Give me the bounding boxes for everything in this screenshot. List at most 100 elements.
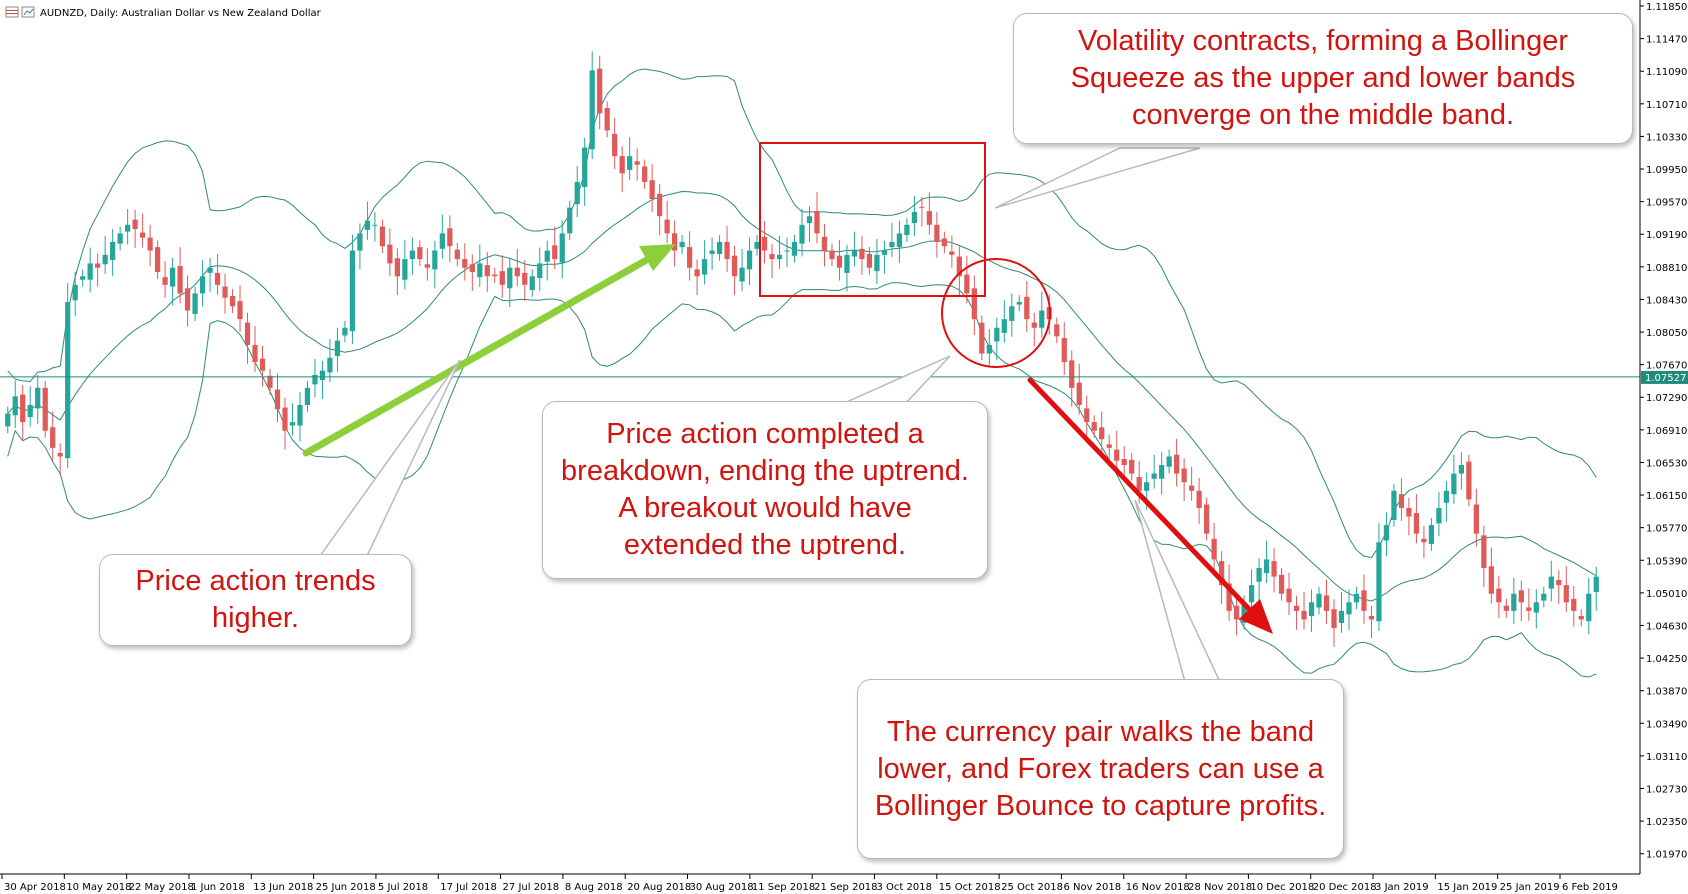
candle-body	[1361, 590, 1367, 611]
current-price-tag	[1641, 370, 1688, 384]
candle-body	[514, 267, 520, 277]
candle-body	[642, 166, 648, 182]
candle-body	[1039, 310, 1045, 328]
candle-body	[657, 193, 663, 217]
candle-body	[746, 250, 753, 270]
x-tick-label: 6 Feb 2019	[1562, 882, 1618, 893]
candle-body	[95, 263, 101, 268]
candle-body	[349, 250, 356, 332]
y-tick-label: 1.08810	[1646, 263, 1687, 274]
y-tick-label: 1.09950	[1646, 165, 1687, 176]
y-tick-label: 1.05390	[1646, 556, 1687, 567]
candle-body	[1338, 610, 1345, 623]
candle-body	[1054, 324, 1060, 337]
candle-body	[20, 394, 26, 423]
candle-body	[1473, 504, 1479, 534]
candle-body	[5, 413, 11, 427]
candle-body	[424, 264, 430, 268]
candle-body	[574, 181, 580, 205]
candle-body	[844, 254, 850, 273]
candle-body	[1586, 593, 1592, 622]
title-bar: AUDNZD, Daily: Australian Dollar vs New …	[5, 6, 322, 19]
x-tick-label: 5 Jul 2018	[378, 882, 428, 893]
candle-body	[110, 241, 116, 260]
candle-body	[1466, 461, 1472, 500]
candle-body	[559, 233, 565, 263]
candle-body	[1106, 444, 1112, 448]
candle-body	[229, 296, 236, 307]
candle-body	[1316, 593, 1322, 608]
candle-body	[417, 247, 423, 260]
x-tick-label: 27 Jul 2018	[503, 882, 560, 893]
candle-body	[716, 241, 723, 254]
candle-body	[761, 236, 768, 251]
candle-body	[237, 301, 243, 320]
candle-body	[619, 156, 625, 174]
candle-body	[851, 250, 858, 257]
candles-group	[5, 51, 1599, 647]
candle-body	[1571, 598, 1577, 611]
candle-body	[1556, 580, 1562, 586]
candle-body	[207, 267, 213, 273]
candle-body	[1563, 585, 1569, 603]
candle-body	[836, 255, 843, 268]
candle-body	[1278, 574, 1285, 594]
candle-body	[806, 216, 813, 224]
candle-body	[731, 255, 738, 277]
x-tick-label: 15 Oct 2018	[939, 882, 1001, 893]
candle-body	[12, 396, 18, 416]
candle-body	[1496, 588, 1502, 603]
x-tick-label: 30 Aug 2018	[690, 882, 754, 893]
candle-body	[881, 250, 888, 255]
candle-body	[1099, 427, 1105, 440]
candle-body	[791, 241, 798, 256]
candle-body	[1144, 482, 1150, 491]
candle-body	[949, 251, 955, 255]
x-tick-label: 3 Oct 2018	[876, 882, 931, 893]
lower-band	[7, 282, 1597, 678]
candle-body	[1233, 605, 1240, 620]
y-tick-label: 1.06910	[1646, 426, 1687, 437]
candle-body	[125, 224, 131, 232]
candle-body	[27, 404, 33, 417]
candle-body	[50, 427, 56, 448]
candle-body	[979, 322, 985, 354]
candle-body	[537, 263, 543, 278]
candle-body	[1226, 583, 1232, 611]
x-tick-label: 11 Sep 2018	[752, 882, 815, 893]
candle-body	[1368, 616, 1375, 620]
candle-body	[1541, 593, 1547, 601]
candle-body	[934, 224, 940, 242]
candle-body	[1503, 605, 1509, 611]
candle-body	[1488, 566, 1494, 594]
candle-body	[1151, 473, 1157, 479]
candle-body	[709, 250, 715, 254]
candle-body	[1024, 296, 1030, 320]
candle-body	[1189, 485, 1195, 491]
x-tick-label: 13 Jun 2018	[253, 882, 313, 893]
candle-body	[874, 254, 880, 272]
callout-breakdown: Price action completed a breakdown, endi…	[542, 401, 988, 579]
uptrend-arrow	[302, 244, 676, 457]
candle-body	[304, 387, 311, 405]
candle-body	[387, 244, 393, 264]
candle-body	[364, 220, 371, 230]
candle-body	[926, 211, 933, 225]
candle-body	[1428, 525, 1435, 544]
candle-body	[1331, 609, 1337, 629]
candle-body	[447, 228, 453, 247]
y-tick-label: 1.11470	[1646, 35, 1687, 46]
candle-body	[379, 226, 386, 247]
candle-body	[911, 211, 918, 224]
candle-body	[244, 322, 251, 345]
candle-body	[896, 233, 903, 248]
candle-body	[274, 389, 281, 410]
candle-body	[529, 276, 535, 290]
y-tick-label: 1.06530	[1646, 458, 1687, 469]
candle-body	[544, 250, 550, 262]
candle-body	[1031, 322, 1037, 328]
x-tick-label: 16 Nov 2018	[1126, 882, 1190, 893]
x-tick-label: 1 Jun 2018	[191, 882, 245, 893]
